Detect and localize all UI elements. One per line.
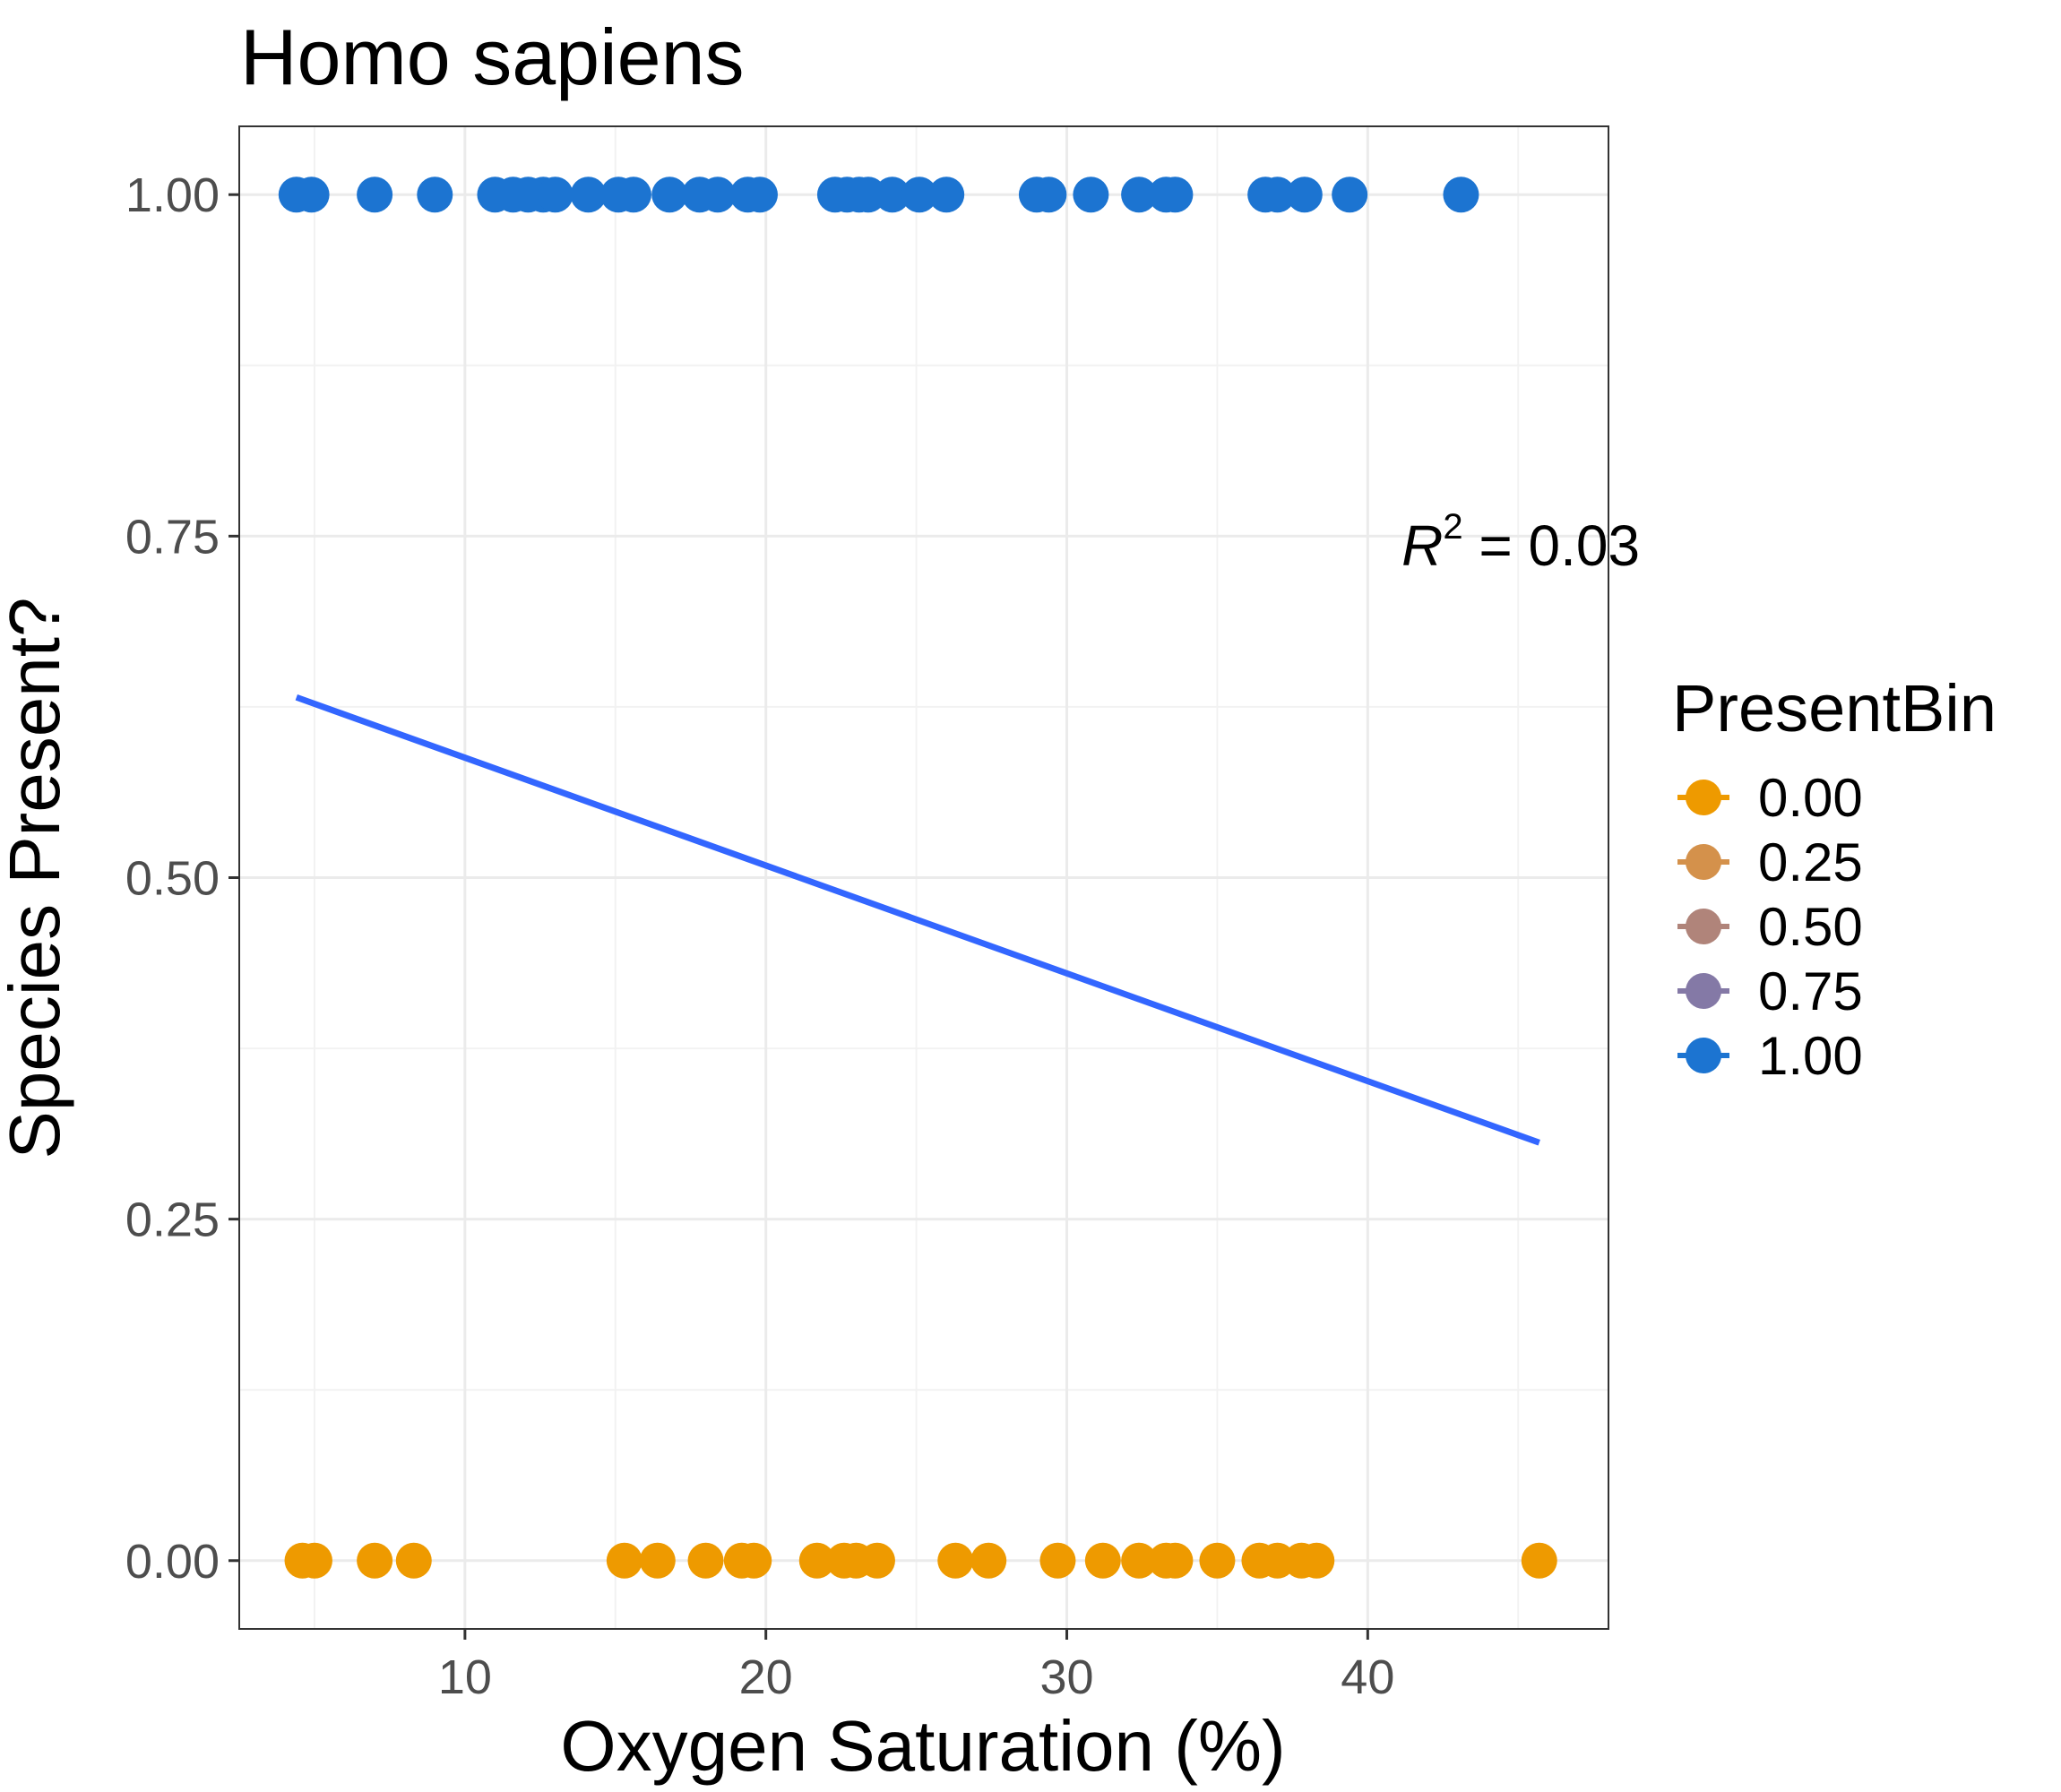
r-symbol: R xyxy=(1401,513,1443,578)
r-squared-annotation: R2 = 0.03 xyxy=(1401,507,1640,578)
x-tick-label: 40 xyxy=(1341,1650,1394,1704)
legend-label: 0.50 xyxy=(1758,897,1863,957)
data-point xyxy=(741,177,778,213)
chart-title: Homo sapiens xyxy=(240,13,745,101)
x-axis-title: Oxygen Saturation (%) xyxy=(560,1706,1285,1786)
y-axis-title: Species Present? xyxy=(0,597,74,1159)
data-point xyxy=(1121,177,1158,213)
r-superscript: 2 xyxy=(1443,507,1462,547)
data-point xyxy=(357,1542,393,1579)
fit-line xyxy=(295,694,1540,1146)
legend-key-point xyxy=(1686,780,1721,815)
data-point xyxy=(293,177,330,213)
data-point xyxy=(615,177,651,213)
data-point xyxy=(1259,177,1296,213)
data-point xyxy=(1073,177,1109,213)
y-tick-label: 0.25 xyxy=(125,1193,220,1247)
data-point xyxy=(901,177,937,213)
x-tick-label: 10 xyxy=(438,1650,492,1704)
x-tick-label: 20 xyxy=(739,1650,793,1704)
data-point xyxy=(970,1542,1007,1579)
data-point xyxy=(1332,177,1368,213)
legend-key-point xyxy=(1686,973,1721,1009)
data-point xyxy=(874,177,910,213)
legend-label: 0.75 xyxy=(1758,961,1863,1021)
x-tick-label: 30 xyxy=(1039,1650,1093,1704)
data-point xyxy=(1039,1542,1076,1579)
data-point xyxy=(1121,1542,1158,1579)
data-point xyxy=(1157,1542,1194,1579)
data-point xyxy=(417,177,453,213)
data-point xyxy=(606,1542,642,1579)
legend: PresentBin 0.000.250.500.751.00 xyxy=(1672,671,1996,1086)
data-point xyxy=(537,177,573,213)
data-point xyxy=(937,1542,974,1579)
data-point xyxy=(395,1542,432,1579)
data-point xyxy=(1157,177,1194,213)
legend-key-point xyxy=(1686,909,1721,944)
data-point xyxy=(1199,1542,1236,1579)
data-point xyxy=(858,1542,895,1579)
legend-key-point xyxy=(1686,1038,1721,1073)
data-point xyxy=(651,177,688,213)
y-tick-label: 0.75 xyxy=(125,510,220,564)
data-point xyxy=(1286,177,1323,213)
data-point xyxy=(1084,1542,1121,1579)
data-point xyxy=(357,177,393,213)
fit-line-layer xyxy=(295,694,1540,1146)
data-point xyxy=(570,177,607,213)
legend-label: 0.25 xyxy=(1758,832,1863,892)
legend-label: 0.00 xyxy=(1758,768,1863,828)
data-point xyxy=(1030,177,1067,213)
data-point xyxy=(736,1542,772,1579)
x-axis: 10 20 30 40 xyxy=(438,1629,1394,1704)
data-point xyxy=(798,1542,835,1579)
data-point xyxy=(928,177,965,213)
y-tick-label: 1.00 xyxy=(125,168,220,222)
data-point xyxy=(639,1542,676,1579)
data-point xyxy=(296,1542,332,1579)
r-value: = 0.03 xyxy=(1463,513,1641,578)
data-point xyxy=(1443,177,1479,213)
y-tick-label: 0.50 xyxy=(125,852,220,906)
y-axis: 0.00 0.25 0.50 0.75 1.00 xyxy=(125,168,239,1589)
data-point xyxy=(1521,1542,1557,1579)
legend-entries: 0.000.250.500.751.00 xyxy=(1677,768,1863,1086)
data-point xyxy=(687,1542,724,1579)
legend-title: PresentBin xyxy=(1672,671,1996,745)
data-point xyxy=(699,177,736,213)
points-layer xyxy=(278,177,1557,1579)
y-tick-label: 0.00 xyxy=(125,1535,220,1589)
data-point xyxy=(1298,1542,1335,1579)
legend-label: 1.00 xyxy=(1758,1026,1863,1086)
legend-key-point xyxy=(1686,844,1721,880)
